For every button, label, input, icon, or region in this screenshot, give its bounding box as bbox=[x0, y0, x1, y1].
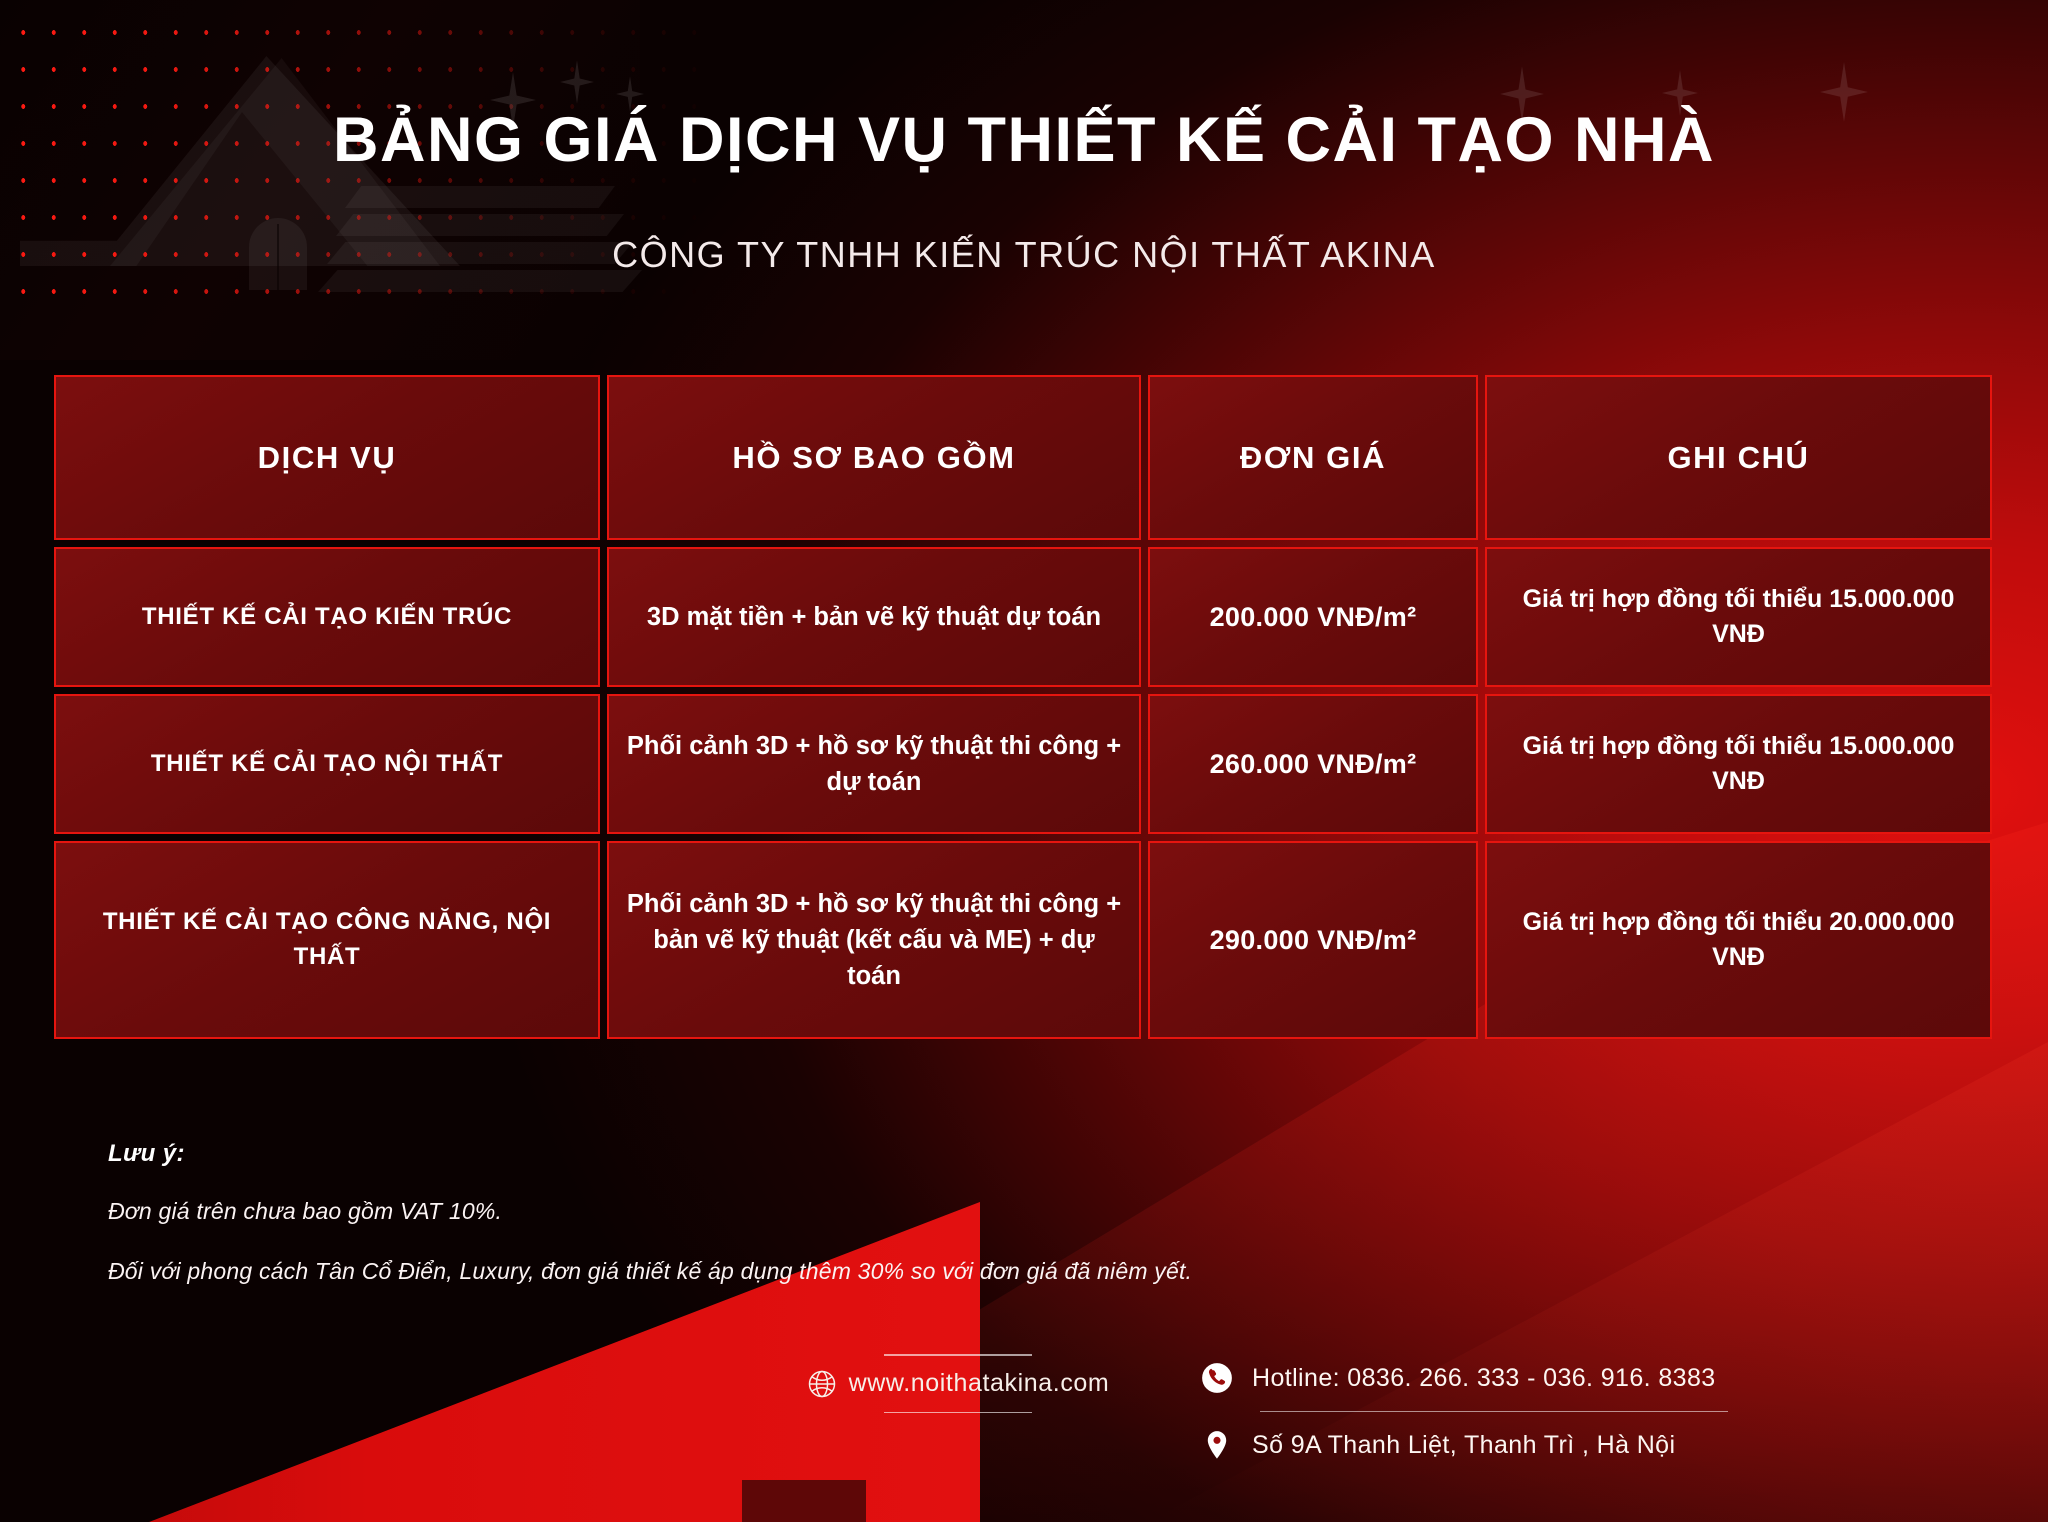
address-row[interactable]: Số 9A Thanh Liệt, Thanh Trì , Hà Nội bbox=[1200, 1423, 1800, 1467]
phone-icon bbox=[1202, 1363, 1232, 1393]
service-name: THIẾT KẾ CẢI TẠO KIẾN TRÚC bbox=[141, 602, 513, 630]
contact-divider bbox=[1260, 1411, 1728, 1413]
cell-service: THIẾT KẾ CẢI TẠO NỘI THẤT bbox=[54, 694, 600, 834]
cell-price: 290.000 VNĐ/m² bbox=[1148, 841, 1478, 1039]
column-header-documents-label: HỒ SƠ BAO GỒM bbox=[732, 439, 1016, 475]
cell-price: 260.000 VNĐ/m² bbox=[1148, 694, 1478, 834]
background-bottom-block bbox=[742, 1480, 866, 1522]
globe-icon bbox=[808, 1370, 835, 1397]
footer: www.noithatakina.com Hotline: 0836. 266.… bbox=[0, 1340, 2048, 1480]
website-rule-bottom bbox=[884, 1411, 1032, 1413]
service-name: THIẾT KẾ CẢI TẠO NỘI THẤT bbox=[150, 749, 504, 777]
contact-block: Hotline: 0836. 266. 333 - 036. 916. 8383… bbox=[1200, 1356, 1800, 1467]
column-header-documents: HỒ SƠ BAO GỒM bbox=[607, 375, 1141, 540]
documents-text: Phối cảnh 3D + hồ sơ kỹ thuật thi công +… bbox=[626, 731, 1122, 796]
location-pin-icon bbox=[1207, 1431, 1227, 1459]
note-text: Giá trị hợp đồng tối thiểu 15.000.000 VN… bbox=[1522, 731, 1955, 796]
table-row: THIẾT KẾ CẢI TẠO NỘI THẤT Phối cảnh 3D +… bbox=[54, 694, 1992, 834]
column-header-service: DỊCH VỤ bbox=[54, 375, 600, 540]
cell-note: Giá trị hợp đồng tối thiểu 20.000.000 VN… bbox=[1485, 841, 1992, 1039]
notes-title: Lưu ý: bbox=[108, 1140, 185, 1167]
notes-line-2: Đối với phong cách Tân Cổ Điển, Luxury, … bbox=[108, 1258, 1193, 1284]
notes-line-1: Đơn giá trên chưa bao gồm VAT 10%. bbox=[108, 1198, 503, 1224]
address-text[interactable]: Số 9A Thanh Liệt, Thanh Trì , Hà Nội bbox=[1252, 1430, 1676, 1459]
page-title: BẢNG GIÁ DỊCH VỤ THIẾT KẾ CẢI TẠO NHÀ bbox=[332, 105, 1715, 175]
dot-grid-pattern bbox=[0, 8, 700, 308]
column-header-service-label: DỊCH VỤ bbox=[257, 439, 397, 475]
column-header-note: GHI CHÚ bbox=[1485, 375, 1992, 540]
website-block[interactable]: www.noithatakina.com bbox=[788, 1354, 1128, 1413]
table-row: THIẾT KẾ CẢI TẠO KIẾN TRÚC 3D mặt tiền +… bbox=[54, 547, 1992, 687]
price-value: 200.000 VNĐ/m² bbox=[1209, 601, 1417, 632]
service-name: THIẾT KẾ CẢI TẠO CÔNG NĂNG, NỘI THẤT bbox=[102, 908, 552, 970]
cell-service: THIẾT KẾ CẢI TẠO CÔNG NĂNG, NỘI THẤT bbox=[54, 841, 600, 1039]
website-rule-top bbox=[884, 1354, 1032, 1356]
documents-text: 3D mặt tiền + bản vẽ kỹ thuật dự toán bbox=[646, 602, 1102, 631]
column-header-price: ĐƠN GIÁ bbox=[1148, 375, 1478, 540]
cell-price: 200.000 VNĐ/m² bbox=[1148, 547, 1478, 687]
note-text: Giá trị hợp đồng tối thiểu 15.000.000 VN… bbox=[1522, 584, 1955, 649]
website-row[interactable]: www.noithatakina.com bbox=[807, 1369, 1110, 1399]
notes-section: Lưu ý: Đơn giá trên chưa bao gồm VAT 10%… bbox=[108, 1140, 1192, 1318]
table-row: THIẾT KẾ CẢI TẠO CÔNG NĂNG, NỘI THẤT Phố… bbox=[54, 841, 1992, 1039]
column-header-price-label: ĐƠN GIÁ bbox=[1239, 439, 1387, 475]
table-header-row: DỊCH VỤ HỒ SƠ BAO GỒM ĐƠN GIÁ GHI CHÚ bbox=[54, 375, 1992, 540]
cell-service: THIẾT KẾ CẢI TẠO KIẾN TRÚC bbox=[54, 547, 600, 687]
cell-note: Giá trị hợp đồng tối thiểu 15.000.000 VN… bbox=[1485, 547, 1992, 687]
price-value: 260.000 VNĐ/m² bbox=[1209, 748, 1417, 779]
company-subtitle: CÔNG TY TNHH KIẾN TRÚC NỘI THẤT AKINA bbox=[612, 234, 1436, 275]
cell-note: Giá trị hợp đồng tối thiểu 15.000.000 VN… bbox=[1485, 694, 1992, 834]
price-value: 290.000 VNĐ/m² bbox=[1209, 924, 1417, 955]
price-table: DỊCH VỤ HỒ SƠ BAO GỒM ĐƠN GIÁ GHI CHÚ TH… bbox=[54, 375, 1992, 1039]
cell-documents: Phối cảnh 3D + hồ sơ kỹ thuật thi công +… bbox=[607, 841, 1141, 1039]
note-text: Giá trị hợp đồng tối thiểu 20.000.000 VN… bbox=[1522, 907, 1955, 972]
cell-documents: 3D mặt tiền + bản vẽ kỹ thuật dự toán bbox=[607, 547, 1141, 687]
hotline-text[interactable]: Hotline: 0836. 266. 333 - 036. 916. 8383 bbox=[1252, 1363, 1716, 1392]
cell-documents: Phối cảnh 3D + hồ sơ kỹ thuật thi công +… bbox=[607, 694, 1141, 834]
documents-text: Phối cảnh 3D + hồ sơ kỹ thuật thi công +… bbox=[626, 889, 1122, 991]
column-header-note-label: GHI CHÚ bbox=[1667, 439, 1810, 475]
website-url[interactable]: www.noithatakina.com bbox=[848, 1369, 1110, 1397]
hotline-row[interactable]: Hotline: 0836. 266. 333 - 036. 916. 8383 bbox=[1200, 1356, 1800, 1400]
